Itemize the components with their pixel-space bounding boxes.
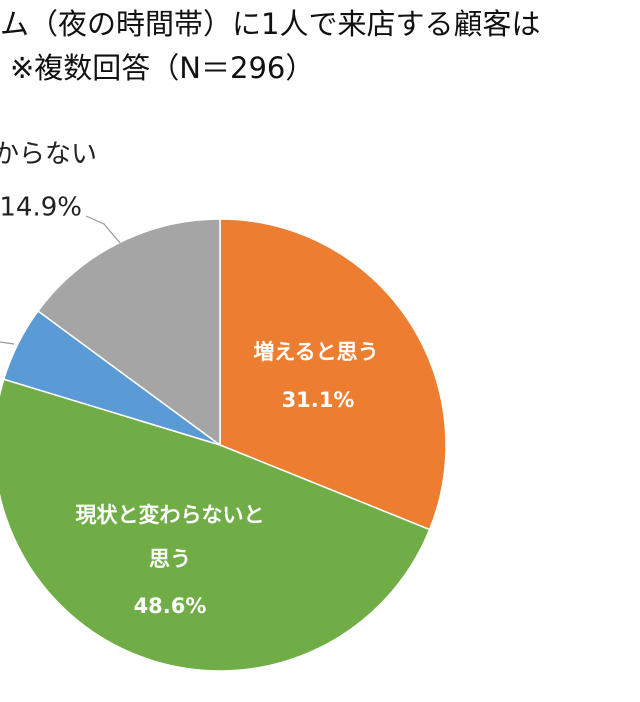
pie-slice: [219, 218, 447, 531]
chart-title: ム（夜の時間帯）に1人で来店する顧客は: [0, 7, 540, 41]
slice-label: 現状と変わらないと思う: [76, 503, 265, 571]
pie-slice: [36, 218, 221, 447]
pie-slice: [0, 378, 431, 672]
chart-subtitle: ※複数回答（N＝296）: [10, 51, 314, 85]
slice-label: 増えると思う: [253, 340, 378, 364]
leader-line: [0, 341, 15, 345]
slice-value: 14.9%: [0, 193, 82, 223]
slice-value: 48.6%: [134, 594, 207, 618]
slice-label: わからない: [0, 140, 97, 170]
leader-line: [85, 215, 121, 244]
slice-value: 31.1%: [282, 388, 355, 412]
